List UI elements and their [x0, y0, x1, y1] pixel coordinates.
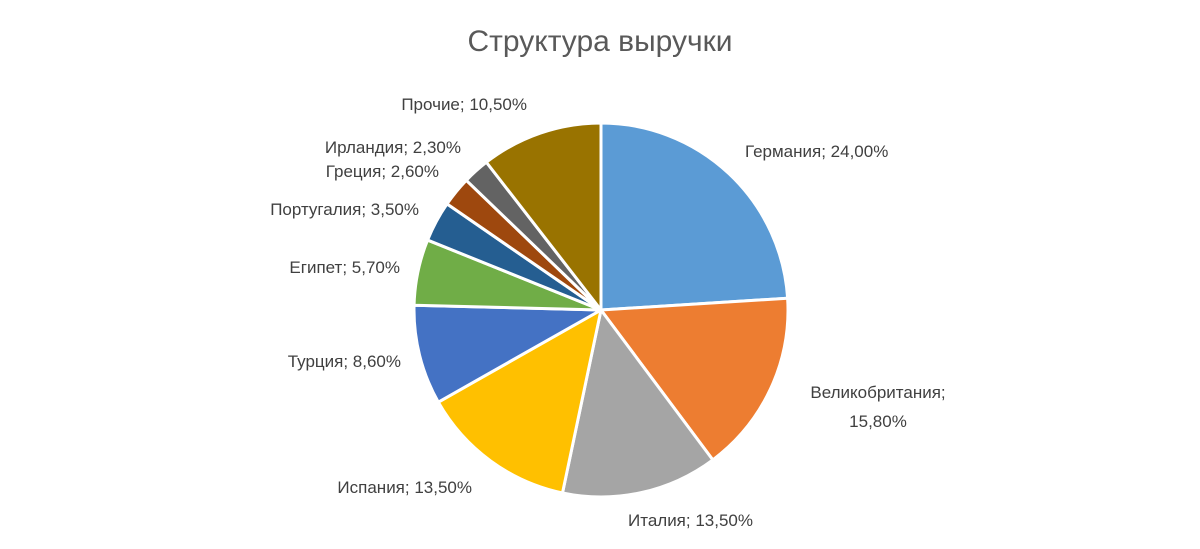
chart-title: Структура выручки: [467, 25, 732, 58]
slice-label: Ирландия; 2,30%: [325, 138, 461, 157]
slice-label: Турция; 8,60%: [288, 352, 401, 371]
pie-slices: [412, 121, 790, 499]
slice-label: Германия; 24,00%: [745, 142, 888, 161]
pie-slice: [484, 121, 603, 312]
slice-label: Великобритания; 15,80%: [810, 383, 945, 431]
slice-labels: Германия; 24,00% Великобритания; 15,80% Ита…: [270, 95, 945, 530]
pie-slice: [412, 303, 603, 404]
pie-slice: [561, 308, 715, 499]
pie-slice: [599, 121, 790, 312]
pie-slice: [599, 296, 790, 462]
slice-label: Португалия; 3,50%: [270, 200, 419, 219]
slice-label: Италия; 13,50%: [628, 511, 753, 530]
pie-slice: [436, 308, 603, 495]
slice-label: Египет; 5,70%: [289, 258, 400, 277]
slice-label: Греция; 2,60%: [326, 162, 439, 181]
slice-label: Прочие; 10,50%: [401, 95, 527, 114]
slice-label: Испания; 13,50%: [337, 478, 472, 497]
